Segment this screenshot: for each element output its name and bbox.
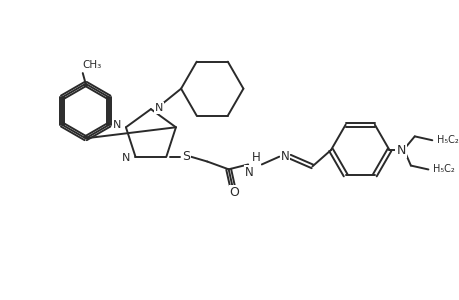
Text: N: N [245, 167, 253, 179]
Text: H₅C₂: H₅C₂ [436, 135, 458, 145]
Text: N: N [155, 103, 163, 113]
Text: CH₃: CH₃ [83, 60, 102, 70]
Text: O: O [229, 186, 239, 199]
Text: H₅C₂: H₅C₂ [432, 164, 454, 175]
Text: N: N [396, 143, 405, 157]
Text: N: N [112, 120, 121, 130]
Text: N: N [280, 150, 289, 163]
Text: H: H [251, 152, 260, 164]
Text: S: S [181, 150, 190, 163]
Text: N: N [122, 153, 130, 163]
